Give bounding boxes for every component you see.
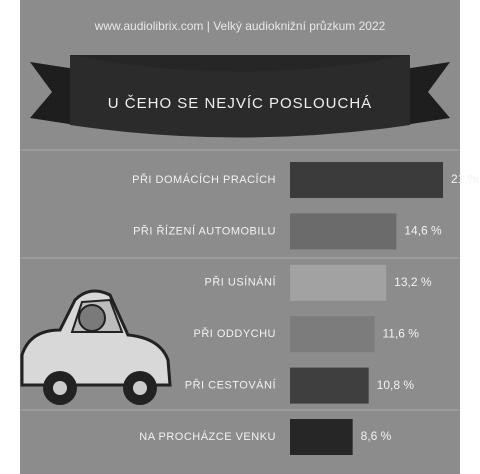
- bar: [290, 419, 353, 455]
- chart-title: U ČEHO SE NEJVÍC POSLOUCHÁ: [108, 95, 372, 112]
- category-label: PŘI USÍNÁNÍ: [204, 276, 276, 289]
- bar: [290, 264, 387, 301]
- category-label: PŘI ODDYCHU: [193, 327, 276, 340]
- bar: [290, 316, 375, 353]
- car-illustration: [20, 289, 172, 405]
- banner: [30, 55, 450, 138]
- bar: [290, 213, 397, 250]
- value-label: 14,6 %: [404, 224, 442, 238]
- category-label: PŘI CESTOVÁNÍ: [185, 379, 277, 392]
- value-label: 13,2 %: [394, 275, 432, 289]
- value-label: 8,6 %: [361, 429, 392, 443]
- header: www.audiolibrix.com | Velký audioknižní …: [94, 19, 386, 33]
- value-label: 11,6 %: [383, 326, 420, 340]
- category-label: NA PROCHÁZCE VENKU: [139, 430, 276, 443]
- category-label: PŘI ŘÍZENÍ AUTOMOBILU: [133, 224, 276, 237]
- value-label: 21 %: [451, 172, 479, 186]
- category-label: PŘI DOMÁCÍCH PRACÍCH: [132, 173, 276, 186]
- bar: [290, 367, 369, 404]
- bar: [290, 162, 443, 198]
- value-label: 10,8 %: [377, 378, 415, 392]
